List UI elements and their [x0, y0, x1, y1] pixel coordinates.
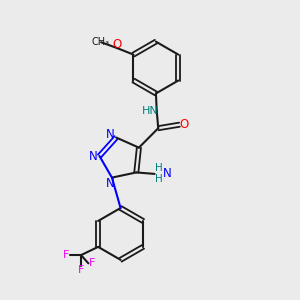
Text: F: F — [78, 266, 84, 275]
Text: N: N — [106, 128, 115, 141]
Text: F: F — [89, 258, 96, 268]
Text: N: N — [163, 167, 172, 180]
Text: O: O — [112, 38, 122, 51]
Text: N: N — [88, 149, 98, 163]
Text: CH₃: CH₃ — [92, 37, 110, 47]
Text: N: N — [106, 177, 115, 190]
Text: HN: HN — [142, 106, 159, 116]
Text: O: O — [179, 118, 189, 131]
Text: F: F — [62, 250, 69, 260]
Text: H: H — [155, 163, 163, 173]
Text: H: H — [155, 174, 163, 184]
